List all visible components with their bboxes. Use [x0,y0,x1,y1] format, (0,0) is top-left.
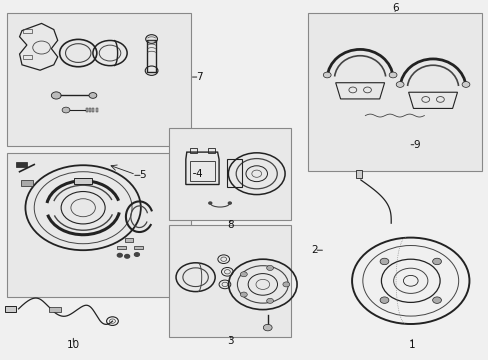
Text: 7: 7 [196,72,203,82]
Circle shape [432,258,441,265]
Bar [89,108,91,112]
Bar [16,162,27,167]
Bar [5,306,16,312]
Text: 8: 8 [227,220,234,230]
Bar [92,108,94,112]
Bar [355,170,361,178]
Circle shape [379,297,388,303]
FancyBboxPatch shape [7,153,190,297]
Circle shape [51,92,61,99]
Circle shape [379,258,388,265]
Bar [49,307,61,312]
FancyBboxPatch shape [307,13,481,171]
Circle shape [228,202,231,204]
Circle shape [266,298,273,303]
Circle shape [240,292,247,297]
Text: 6: 6 [391,3,398,13]
Bar [85,108,87,112]
Text: 5: 5 [139,170,146,180]
Bar [23,29,32,33]
Circle shape [117,253,122,257]
Circle shape [323,72,330,78]
Bar [23,55,32,59]
Bar [96,108,98,112]
Circle shape [240,272,247,277]
Circle shape [461,82,469,87]
Bar [124,238,133,242]
Text: 10: 10 [67,340,80,350]
Bar [74,178,92,184]
Circle shape [208,202,211,204]
FancyBboxPatch shape [168,128,290,220]
Bar [189,148,196,153]
Circle shape [395,82,403,87]
Circle shape [263,324,271,331]
Circle shape [62,107,70,113]
Bar [146,40,156,72]
Circle shape [266,265,273,270]
Bar [134,246,143,249]
Text: 2: 2 [310,245,317,255]
Text: 1: 1 [408,340,415,350]
Circle shape [124,255,129,258]
Text: 9: 9 [412,140,419,150]
FancyBboxPatch shape [168,225,290,337]
Bar [117,246,126,249]
Circle shape [282,282,289,287]
Text: 3: 3 [227,336,234,346]
Circle shape [89,93,97,98]
Bar [21,180,33,186]
Circle shape [388,72,396,78]
Circle shape [432,297,441,303]
Text: 4: 4 [195,168,202,179]
FancyBboxPatch shape [7,13,190,146]
Bar [207,148,214,153]
Circle shape [134,253,139,256]
